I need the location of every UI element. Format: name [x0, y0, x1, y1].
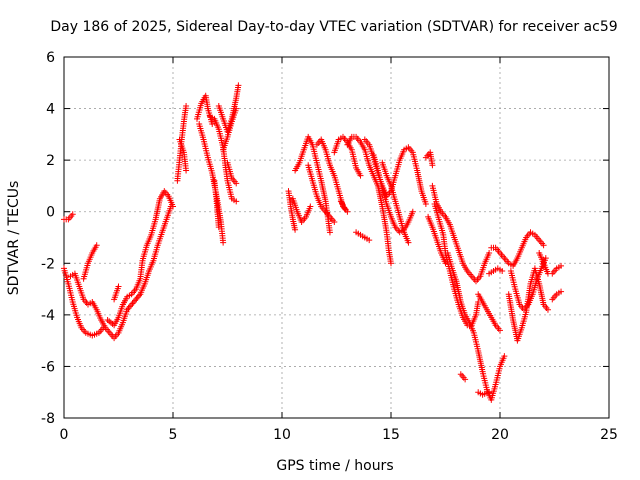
x-tick-label: 5 — [169, 427, 178, 443]
y-tick-label: -2 — [41, 256, 55, 272]
axis-ticks: 0 5 10 15 20 25 -8 -6 -4 -2 0 2 4 6 — [41, 50, 618, 443]
plot-frame — [63, 56, 610, 419]
y-axis-label: SDTVAR / TECUs — [6, 181, 22, 296]
y-tick-label: 2 — [46, 153, 55, 169]
x-tick-label: 20 — [491, 427, 509, 443]
y-tick-label: -8 — [41, 411, 55, 427]
y-tick-label: 4 — [46, 102, 55, 118]
y-tick-label: -6 — [41, 359, 55, 375]
x-tick-label: 10 — [273, 427, 291, 443]
data-points — [61, 82, 565, 403]
x-tick-label: 0 — [60, 427, 69, 443]
x-tick-label: 25 — [600, 427, 618, 443]
y-tick-label: 0 — [46, 205, 55, 221]
x-tick-label: 15 — [382, 427, 400, 443]
chart-title: Day 186 of 2025, Sidereal Day-to-day VTE… — [50, 19, 617, 35]
y-tick-label: 6 — [46, 50, 55, 66]
x-axis-label: GPS time / hours — [276, 458, 393, 474]
y-tick-label: -4 — [41, 308, 55, 324]
sdtvar-markers — [61, 82, 565, 403]
